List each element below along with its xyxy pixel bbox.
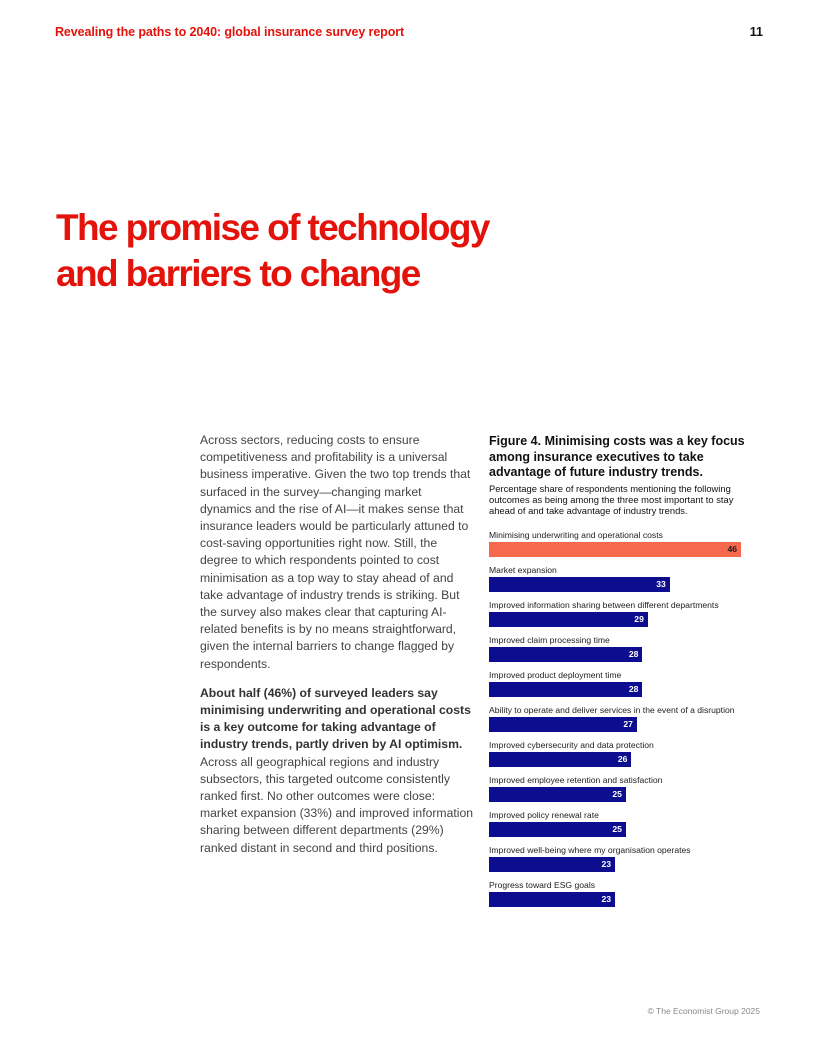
bar-track: 33 <box>489 576 741 592</box>
bar-value-label: 28 <box>628 683 639 694</box>
bar-track: 25 <box>489 786 741 802</box>
body-paragraph-2-lead: About half (46%) of surveyed leaders say… <box>200 685 471 752</box>
figure-title: Figure 4. Minimising costs was a key foc… <box>489 434 745 479</box>
bar-track: 25 <box>489 821 741 837</box>
bar: 29 <box>489 611 648 627</box>
bar-value-label: 26 <box>617 753 628 764</box>
bar-track: 27 <box>489 716 741 732</box>
bar-value-label: 25 <box>612 788 622 799</box>
bar-row: Improved cybersecurity and data protecti… <box>489 740 751 775</box>
bar-row: Improved well-being where my organisatio… <box>489 845 751 880</box>
bar-track: 23 <box>489 891 741 907</box>
bar-category-label: Market expansion <box>489 564 557 575</box>
bar-row: Minimising underwriting and operational … <box>489 530 751 565</box>
bar-track: 28 <box>489 681 741 697</box>
bar-track: 46 <box>489 541 741 557</box>
bar-value-label: 28 <box>628 648 639 659</box>
bar: 46 <box>489 541 741 557</box>
bar-value-label: 33 <box>656 578 666 589</box>
bar-row: Ability to operate and deliver services … <box>489 705 751 740</box>
bar-category-label: Improved well-being where my organisatio… <box>489 844 691 855</box>
bar-row: Improved product deployment time 28 <box>489 670 751 705</box>
section-title: The promise of technology and barriers t… <box>56 207 490 294</box>
bar-chart: Minimising underwriting and operational … <box>489 530 751 915</box>
bar-row: Market expansion 33 <box>489 565 751 600</box>
bar-track: 29 <box>489 611 741 627</box>
bar-value-label: 27 <box>623 718 633 729</box>
bar: 28 <box>489 646 643 662</box>
bar: 23 <box>489 856 615 872</box>
bar-row: Improved policy renewal rate 25 <box>489 810 751 845</box>
copyright-footer: © The Economist Group 2025 <box>647 1006 760 1016</box>
bar-category-label: Improved information sharing between dif… <box>489 599 719 610</box>
bar-track: 23 <box>489 856 741 872</box>
bar-category-label: Improved policy renewal rate <box>489 809 599 820</box>
body-paragraph-2-rest: Across all geographical regions and indu… <box>200 754 473 855</box>
bar-row: Improved claim processing time 28 <box>489 635 751 670</box>
figure-4: Figure 4. Minimising costs was a key foc… <box>489 434 751 915</box>
bar-category-label: Improved product deployment time <box>489 669 622 680</box>
body-text-column: Across sectors, reducing costs to ensure… <box>200 432 475 869</box>
bar-value-label: 29 <box>634 613 644 624</box>
bar-track: 28 <box>489 646 741 662</box>
report-header-title: Revealing the paths to 2040: global insu… <box>55 25 405 39</box>
bar-row: Progress toward ESG goals 23 <box>489 880 751 915</box>
bar-category-label: Progress toward ESG goals <box>489 879 596 890</box>
body-paragraph-2: About half (46%) of surveyed leaders say… <box>200 685 475 857</box>
bar: 28 <box>489 681 643 697</box>
bar-row: Improved information sharing between dif… <box>489 600 751 635</box>
bar-value-label: 23 <box>601 893 611 904</box>
bar: 25 <box>489 821 626 837</box>
bar: 23 <box>489 891 615 907</box>
bar-category-label: Improved employee retention and satisfac… <box>489 774 663 785</box>
bar-row: Improved employee retention and satisfac… <box>489 775 751 810</box>
bar-value-label: 25 <box>612 823 622 834</box>
bar-category-label: Improved cybersecurity and data protecti… <box>489 739 654 750</box>
page-number: 11 <box>749 25 763 39</box>
bar-value-label: 46 <box>727 543 737 554</box>
bar-category-label: Ability to operate and deliver services … <box>489 704 735 715</box>
figure-subtitle: Percentage share of respondents mentioni… <box>489 482 734 516</box>
bar-track: 26 <box>489 751 741 767</box>
bar: 25 <box>489 786 626 802</box>
bar: 33 <box>489 576 670 592</box>
bar-category-label: Improved claim processing time <box>489 634 610 645</box>
bar: 26 <box>489 751 632 767</box>
bar-category-label: Minimising underwriting and operational … <box>489 529 663 540</box>
body-paragraph-1: Across sectors, reducing costs to ensure… <box>200 433 471 671</box>
bar: 27 <box>489 716 637 732</box>
bar-value-label: 23 <box>601 858 611 869</box>
